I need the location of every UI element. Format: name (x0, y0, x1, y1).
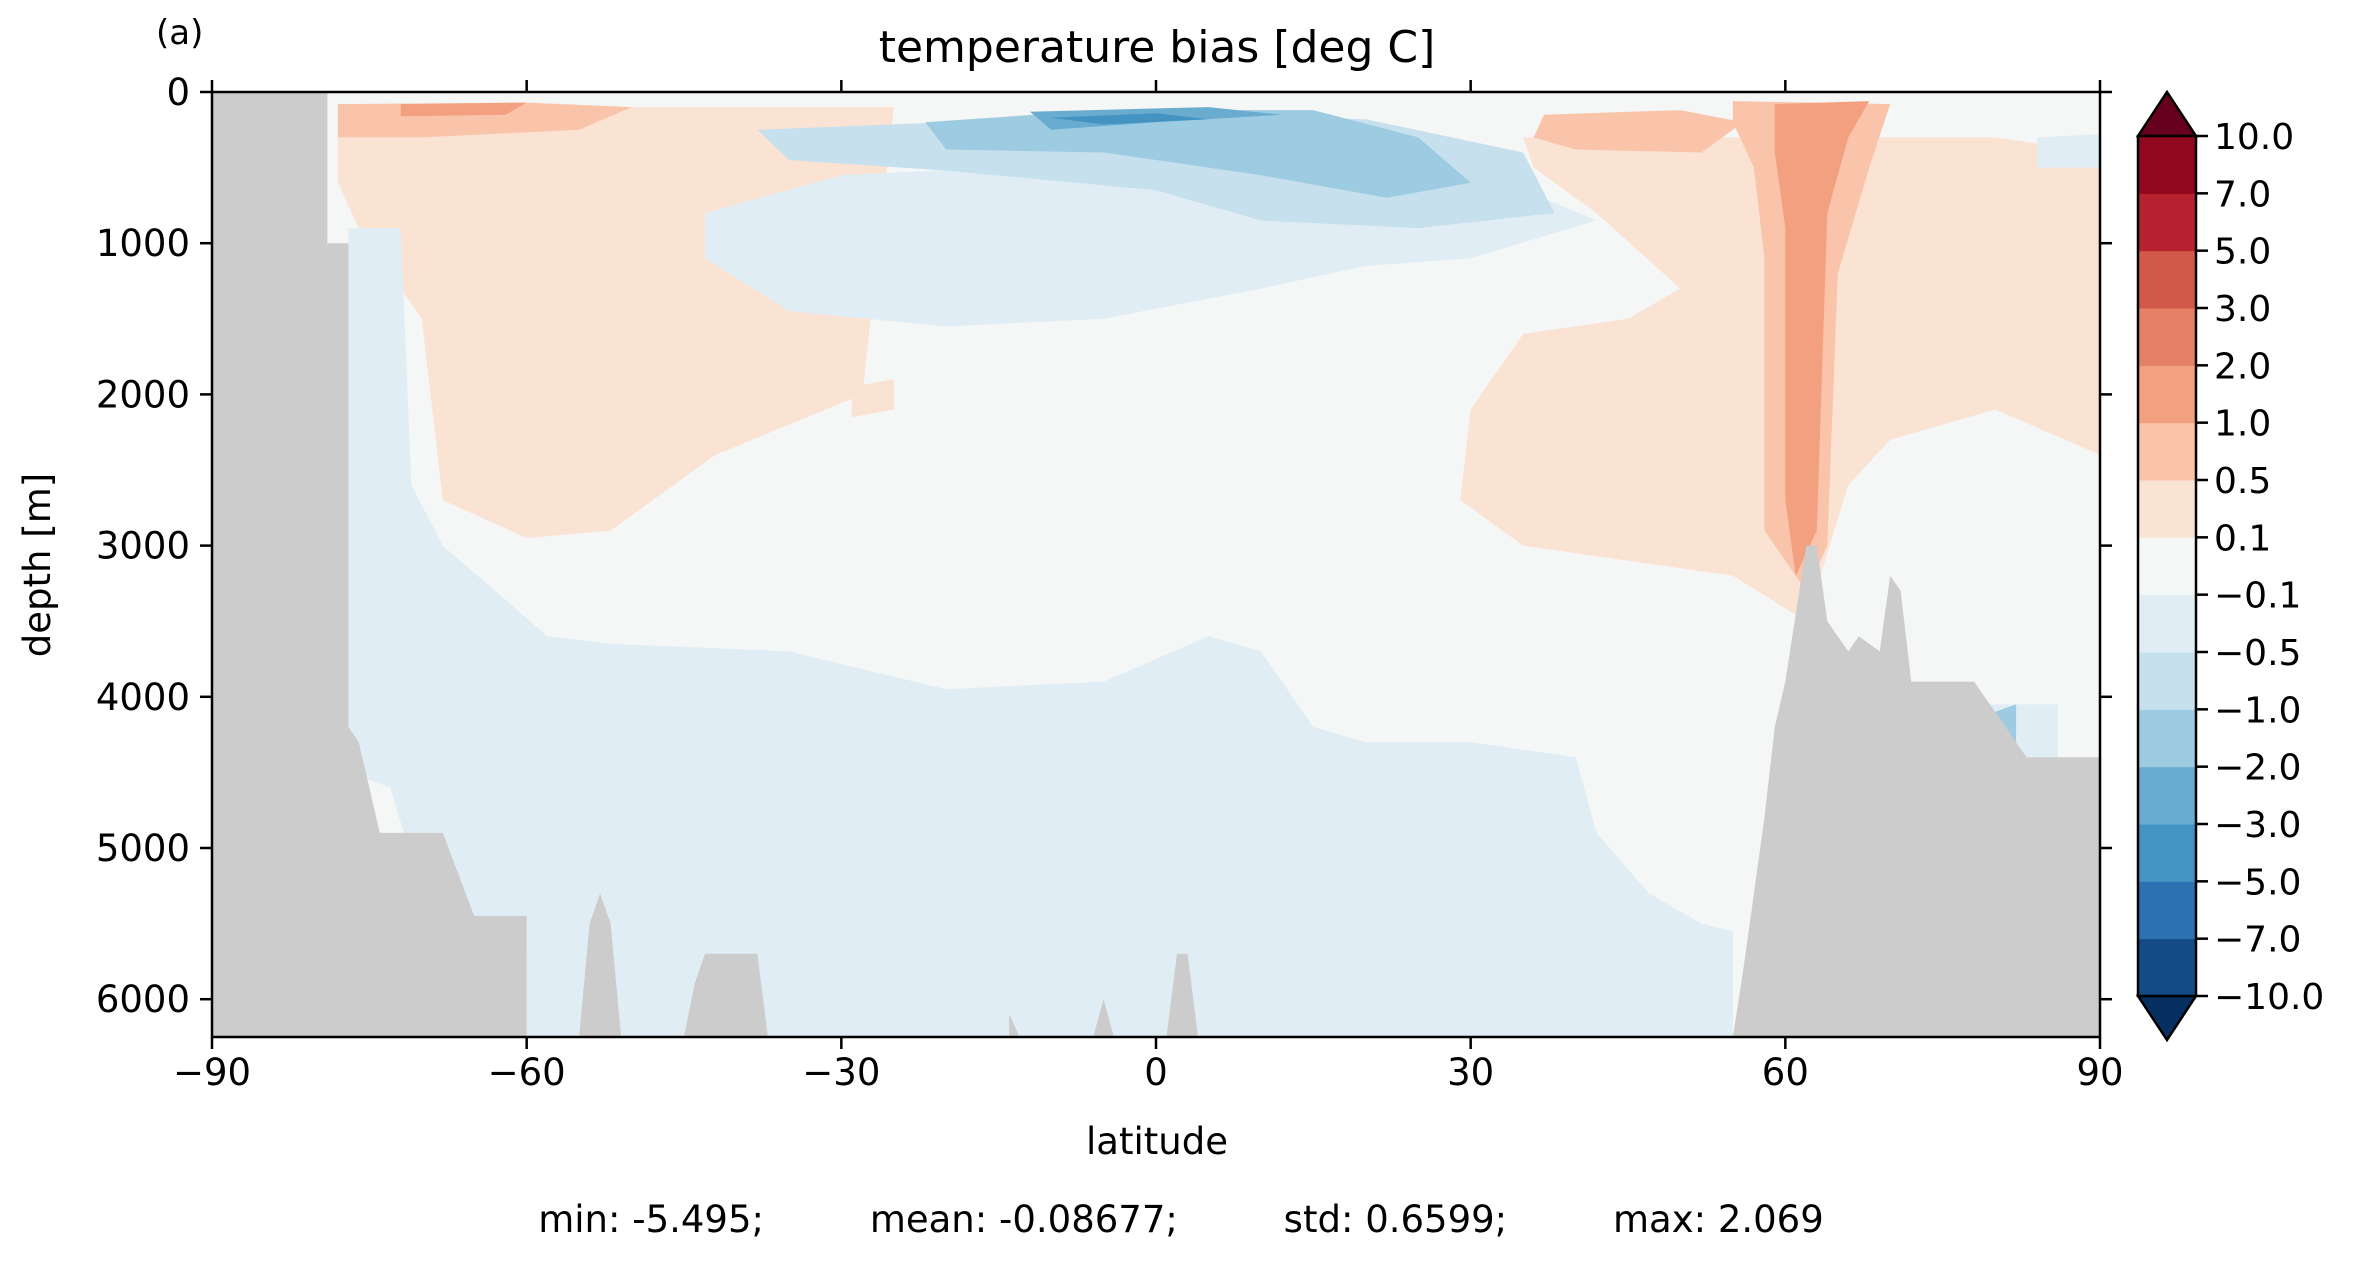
seamount-2 (1166, 953, 1198, 1037)
colorbar-tick-label: −7.0 (2214, 920, 2301, 961)
colorbar: −10.0 −7.0 −5.0 −3.0 −2.0 −1.0 −0.5 −0.1 0.1 0.5 1… (2135, 89, 2324, 1043)
seamount-4 (1093, 999, 1114, 1037)
contour-layer (337, 101, 2100, 1037)
contour-region-5 (851, 379, 894, 418)
colorbar-segment (2138, 136, 2196, 194)
contour-region-18 (400, 102, 527, 117)
stats-line: min: -5.495; mean: -0.08677; std: 0.6599… (0, 1198, 2362, 1241)
y-axis-label: depth [m] (16, 473, 59, 657)
y-tick-label: 0 (166, 71, 190, 114)
colorbar-tick-label: 0.1 (2214, 518, 2271, 559)
contour-region-17 (1533, 110, 1744, 153)
colorbar-tick-label: 7.0 (2214, 174, 2271, 215)
colorbar-tick-label: 3.0 (2214, 289, 2271, 330)
colorbar-tick-label: 10.0 (2214, 117, 2294, 158)
panel-label: (a) (156, 13, 203, 53)
stat-min-sep: ; mean: (751, 1198, 999, 1241)
land-mask-south (212, 92, 527, 1037)
colorbar-tick-label: 0.5 (2214, 461, 2271, 502)
y-tick-label: 6000 (96, 978, 190, 1021)
colorbar-extend-max (2135, 89, 2199, 138)
colorbar-tick-label: −5.0 (2214, 862, 2301, 903)
contour-region-11 (925, 110, 1471, 198)
stat-min-label: min: (538, 1198, 633, 1241)
colorbar-segment (2138, 422, 2196, 481)
y-tick-label: 5000 (96, 827, 190, 870)
colorbar-segment (2138, 881, 2196, 940)
x-axis: −90 −60 −30 0 30 60 90 (173, 80, 2124, 1094)
y-axis: 0 1000 2000 3000 4000 5000 6000 (96, 71, 2112, 1021)
colorbar-segment (2138, 652, 2196, 710)
x-tick-label: 90 (2076, 1051, 2123, 1094)
plot-area (212, 92, 2100, 1037)
contour-region-8 (2037, 134, 2100, 168)
y-tick-label: 1000 (96, 222, 190, 265)
land-mask-north (1732, 545, 2100, 1037)
colorbar-tick-label: −0.5 (2214, 633, 2301, 674)
x-tick-label: 0 (1144, 1051, 1168, 1094)
stat-min-value: -5.495 (632, 1198, 752, 1241)
colorbar-tick-label: −0.1 (2214, 576, 2301, 617)
colorbar-tick-label: 1.0 (2214, 404, 2271, 445)
y-tick-label: 4000 (96, 676, 190, 719)
contour-region-6 (348, 228, 1733, 1037)
seamount-0 (579, 893, 622, 1037)
stat-mean-sep: ; std: (1165, 1198, 1366, 1241)
contour-region-13 (1051, 113, 1209, 125)
colorbar-tick-label: −10.0 (2214, 977, 2324, 1018)
x-axis-label: latitude (1086, 1120, 1228, 1163)
colorbar-segment (2138, 193, 2196, 252)
seamount-1 (684, 953, 768, 1037)
x-tick-label: 30 (1447, 1051, 1494, 1094)
x-tick-label: −30 (802, 1051, 880, 1094)
land-layer (212, 92, 2100, 1037)
x-tick-label: −90 (173, 1051, 251, 1094)
contour-region-19 (1774, 101, 1870, 576)
colorbar-frame (2136, 134, 2198, 998)
colorbar-segment (2138, 938, 2196, 997)
colorbar-segment (2138, 766, 2196, 825)
colorbar-tick-label: −2.0 (2214, 748, 2301, 789)
colorbar-tick-label: −3.0 (2214, 805, 2301, 846)
stat-mean-value: -0.08677 (999, 1198, 1166, 1241)
colorbar-segment (2138, 824, 2196, 882)
colorbar-segment (2138, 537, 2196, 596)
colorbar-tick-label: −1.0 (2214, 690, 2301, 731)
colorbar-extend-min (2135, 994, 2199, 1043)
y-tick-label: 2000 (96, 373, 190, 416)
y-tick-label: 3000 (96, 525, 190, 568)
stat-std-value: 0.6599 (1365, 1198, 1495, 1241)
x-tick-label: −60 (488, 1051, 566, 1094)
colorbar-segment (2138, 308, 2196, 366)
stat-max-value: 2.069 (1717, 1198, 1824, 1241)
chart-title: temperature bias [deg C] (879, 22, 1436, 73)
colorbar-segment (2138, 365, 2196, 424)
colorbar-segment (2138, 480, 2196, 538)
colorbar-tick-label: 2.0 (2214, 346, 2271, 387)
colorbar-tick-label: 5.0 (2214, 232, 2271, 273)
colorbar-segment (2138, 709, 2196, 768)
seamount-3 (1009, 1014, 1020, 1037)
stat-std-sep: ; max: (1494, 1198, 1718, 1241)
colorbar-segment (2138, 250, 2196, 309)
x-tick-label: 60 (1762, 1051, 1809, 1094)
colorbar-segment (2138, 594, 2196, 653)
